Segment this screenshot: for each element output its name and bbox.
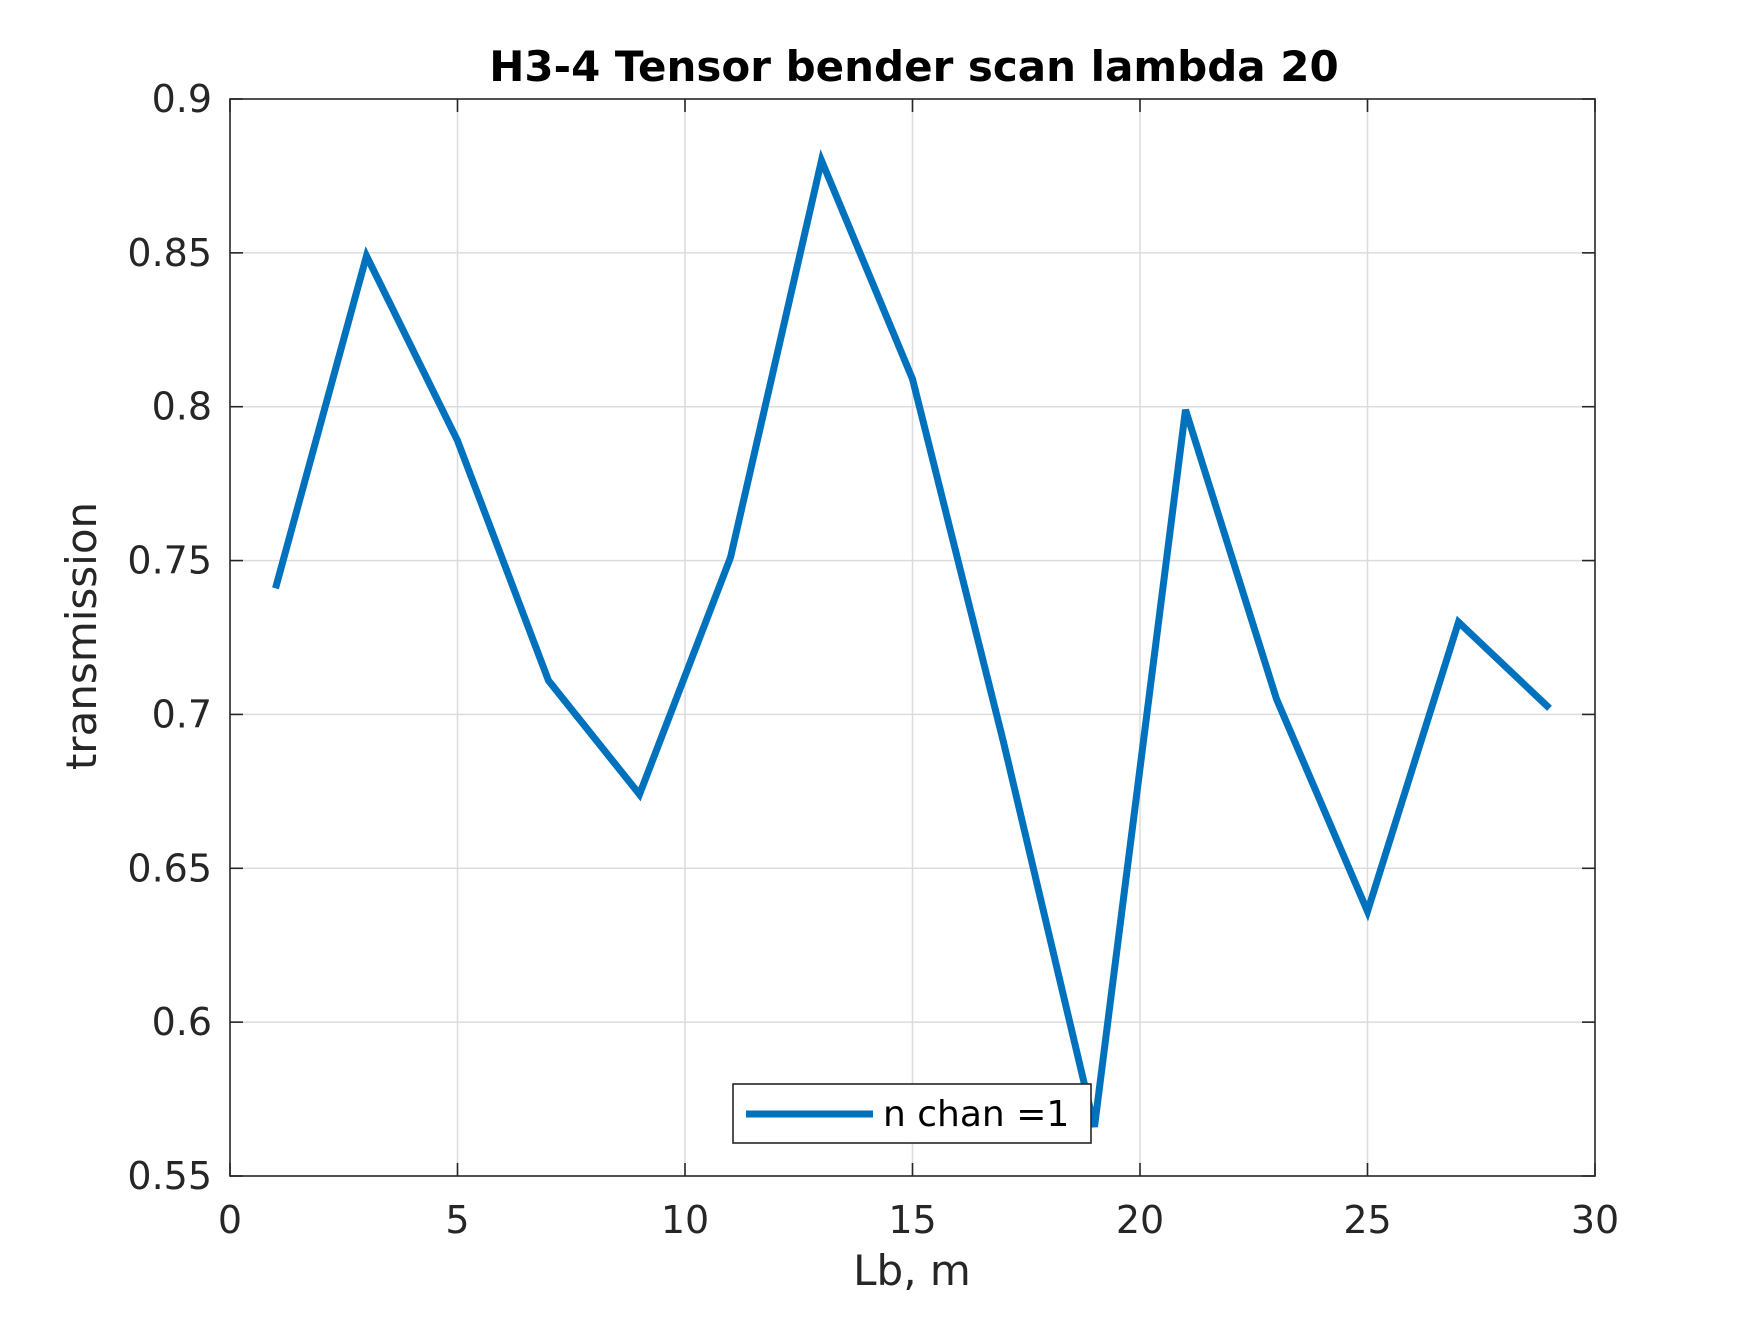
y-tick-label: 0.9 bbox=[152, 77, 212, 121]
y-tick-label: 0.7 bbox=[152, 692, 212, 736]
x-tick-label: 15 bbox=[888, 1198, 936, 1242]
x-tick-label: 25 bbox=[1343, 1198, 1391, 1242]
chart-title: H3-4 Tensor bender scan lambda 20 bbox=[489, 42, 1338, 91]
x-tick-label: 30 bbox=[1571, 1198, 1619, 1242]
y-tick-labels: 0.55 0.6 0.65 0.7 0.75 0.8 0.85 0.9 bbox=[127, 77, 212, 1198]
plot-border bbox=[229, 98, 1596, 1177]
series-line-1 bbox=[272, 149, 1552, 1128]
series-layer bbox=[272, 149, 1552, 1128]
y-tick-label: 0.55 bbox=[127, 1154, 212, 1198]
x-tick-labels: 0 5 10 15 20 25 30 bbox=[218, 1198, 1619, 1242]
y-tick-label: 0.8 bbox=[152, 385, 212, 429]
y-tick-label: 0.75 bbox=[127, 539, 212, 583]
x-tick-label: 10 bbox=[661, 1198, 709, 1242]
x-tick-label: 20 bbox=[1116, 1198, 1164, 1242]
legend: n chan =1 bbox=[732, 1083, 1092, 1144]
legend-label: n chan =1 bbox=[883, 1094, 1069, 1135]
x-tick-label: 0 bbox=[218, 1198, 242, 1242]
y-tick-label: 0.85 bbox=[127, 231, 212, 275]
x-axis-title: Lb, m bbox=[853, 1246, 971, 1295]
y-axis-title: transmission bbox=[57, 502, 106, 770]
y-tick-label: 0.65 bbox=[127, 846, 212, 890]
grid-lines bbox=[230, 99, 1595, 1176]
y-tick-label: 0.6 bbox=[152, 1000, 212, 1044]
x-tick-label: 5 bbox=[445, 1198, 469, 1242]
